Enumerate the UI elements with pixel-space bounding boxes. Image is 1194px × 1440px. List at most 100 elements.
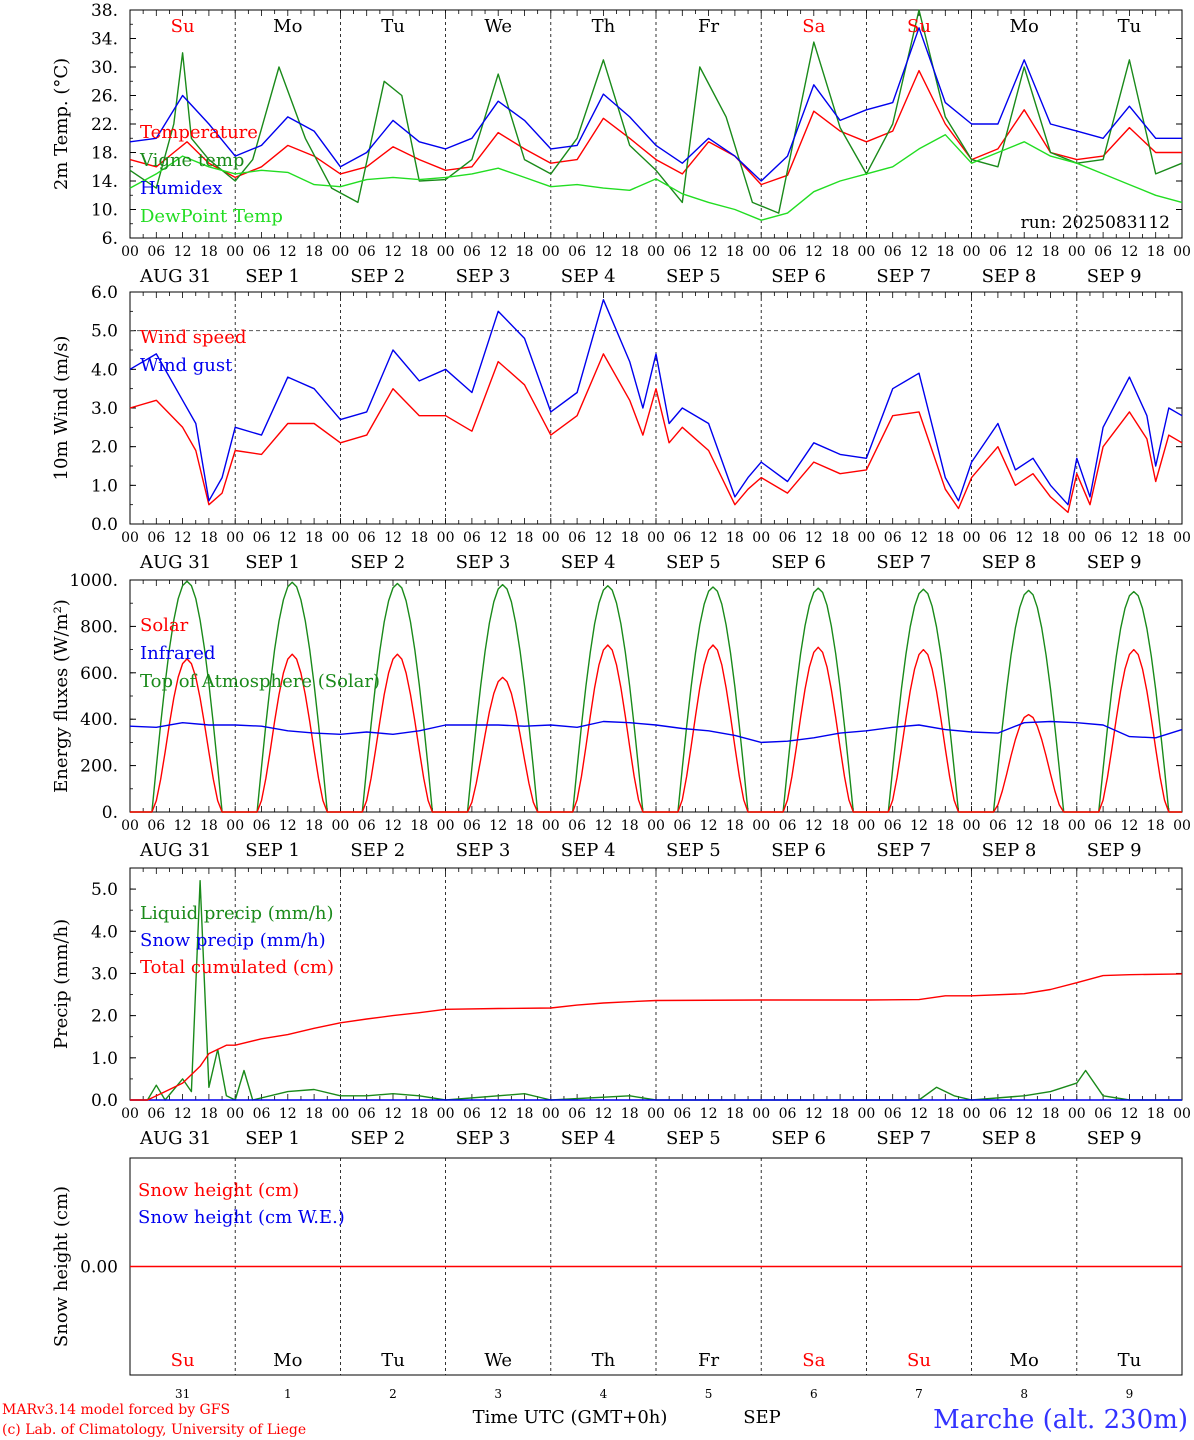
date-label: SEP 6 (771, 552, 826, 573)
hour-label: 00 (437, 530, 455, 546)
weekday-label: Fr (698, 1350, 719, 1371)
hour-label: 18 (936, 244, 954, 260)
hour-label: 18 (305, 818, 323, 834)
hour-label: 12 (700, 530, 718, 546)
hour-label: 06 (253, 818, 271, 834)
hour-label: 06 (253, 1106, 271, 1122)
hour-label: 00 (1068, 530, 1086, 546)
legend-label: Wind speed (140, 327, 246, 348)
hour-label: 12 (1015, 530, 1033, 546)
hour-label: 06 (568, 1106, 586, 1122)
credit-line-1: MARv3.14 model forced by GFS (2, 1402, 230, 1418)
date-label: SEP 7 (876, 266, 931, 287)
hour-label: 06 (673, 244, 691, 260)
hour-label: 12 (384, 818, 402, 834)
hour-label: 12 (594, 1106, 612, 1122)
hour-label: 00 (437, 818, 455, 834)
hour-label: 06 (779, 818, 797, 834)
y-tick-label: 18. (91, 144, 118, 164)
y-tick-label: 3.0 (91, 964, 118, 984)
hour-label: 06 (463, 818, 481, 834)
y-tick-label: 0.00 (80, 1258, 118, 1278)
hour-label: 00 (226, 244, 244, 260)
hour-label: 12 (594, 244, 612, 260)
legend-label: Wind gust (140, 355, 233, 376)
hour-label: 06 (884, 1106, 902, 1122)
weekday-label: Tu (381, 16, 405, 37)
date-label: SEP 8 (982, 840, 1037, 861)
hour-label: 00 (542, 818, 560, 834)
hour-label: 18 (1147, 530, 1165, 546)
hour-label: 00 (752, 1106, 770, 1122)
hour-label: 06 (253, 530, 271, 546)
date-label: AUG 31 (139, 266, 211, 287)
y-axis-title: Energy fluxes (W/m²) (51, 599, 72, 793)
total-cumulated-cm-series-line (130, 973, 1183, 1101)
hour-label: 12 (594, 818, 612, 834)
y-tick-label: 6.0 (91, 283, 118, 303)
hour-label: 00 (1173, 1106, 1191, 1122)
weekday-label: Th (592, 1350, 616, 1371)
hour-label: 06 (779, 530, 797, 546)
hour-label: 00 (1173, 818, 1191, 834)
hour-label: 12 (384, 244, 402, 260)
date-label: SEP 4 (561, 552, 616, 573)
hour-label: 12 (279, 244, 297, 260)
y-tick-label: 6. (102, 229, 118, 249)
hour-label: 12 (805, 1106, 823, 1122)
data-series (129, 9, 1183, 1268)
weekday-label: Su (907, 1350, 931, 1371)
solar-series-line (130, 644, 1182, 813)
weekday-label: Mo (1010, 16, 1039, 37)
hour-label: 12 (910, 818, 928, 834)
hour-label: 00 (1173, 530, 1191, 546)
hour-label: 06 (884, 244, 902, 260)
hour-label: 06 (568, 244, 586, 260)
hour-label: 00 (963, 1106, 981, 1122)
hour-label: 06 (358, 244, 376, 260)
date-label: SEP 2 (350, 552, 405, 573)
hour-label: 00 (1173, 244, 1191, 260)
hour-label: 18 (1042, 530, 1060, 546)
wind-gust-series-line (129, 299, 1183, 506)
credit-line-2: (c) Lab. of Climatology, University of L… (2, 1422, 306, 1438)
hour-label: 06 (989, 244, 1007, 260)
hour-label: 00 (963, 818, 981, 834)
y-tick-label: 4.0 (91, 922, 118, 942)
legend-label: Infrared (140, 643, 215, 664)
date-label: SEP 4 (561, 840, 616, 861)
date-label: SEP 6 (771, 1128, 826, 1149)
day-number-label: 5 (705, 1387, 713, 1401)
date-label: SEP 8 (982, 552, 1037, 573)
hour-label: 00 (647, 818, 665, 834)
weekday-label: We (484, 16, 512, 37)
date-label: SEP 3 (456, 552, 511, 573)
hour-label: 12 (489, 1106, 507, 1122)
hour-label: 00 (857, 818, 875, 834)
date-label: AUG 31 (139, 552, 211, 573)
date-label: SEP 4 (561, 1128, 616, 1149)
day-number-label: 3 (494, 1387, 502, 1401)
date-label: SEP 1 (245, 1128, 300, 1149)
y-tick-label: 1.0 (91, 476, 118, 496)
hour-label: 06 (989, 1106, 1007, 1122)
hour-label: 00 (647, 1106, 665, 1122)
weekday-label: Tu (381, 1350, 405, 1371)
labels: 6.10.14.18.22.26.30.34.38.2m Temp. (°C)0… (51, 1, 1191, 1401)
y-tick-label: 200. (80, 757, 118, 777)
hour-label: 06 (1094, 530, 1112, 546)
hour-label: 06 (989, 530, 1007, 546)
legend-label: Total cumulated (cm) (140, 957, 334, 978)
hour-label: 18 (936, 530, 954, 546)
hour-label: 18 (200, 530, 218, 546)
date-label: SEP 5 (666, 840, 721, 861)
hour-label: 18 (305, 1106, 323, 1122)
hour-label: 12 (489, 244, 507, 260)
hour-label: 18 (410, 244, 428, 260)
y-tick-label: 2.0 (91, 438, 118, 458)
y-tick-label: 26. (91, 87, 118, 107)
hour-label: 00 (857, 530, 875, 546)
hour-label: 18 (1147, 1106, 1165, 1122)
hour-label: 06 (147, 530, 165, 546)
hour-label: 12 (279, 1106, 297, 1122)
